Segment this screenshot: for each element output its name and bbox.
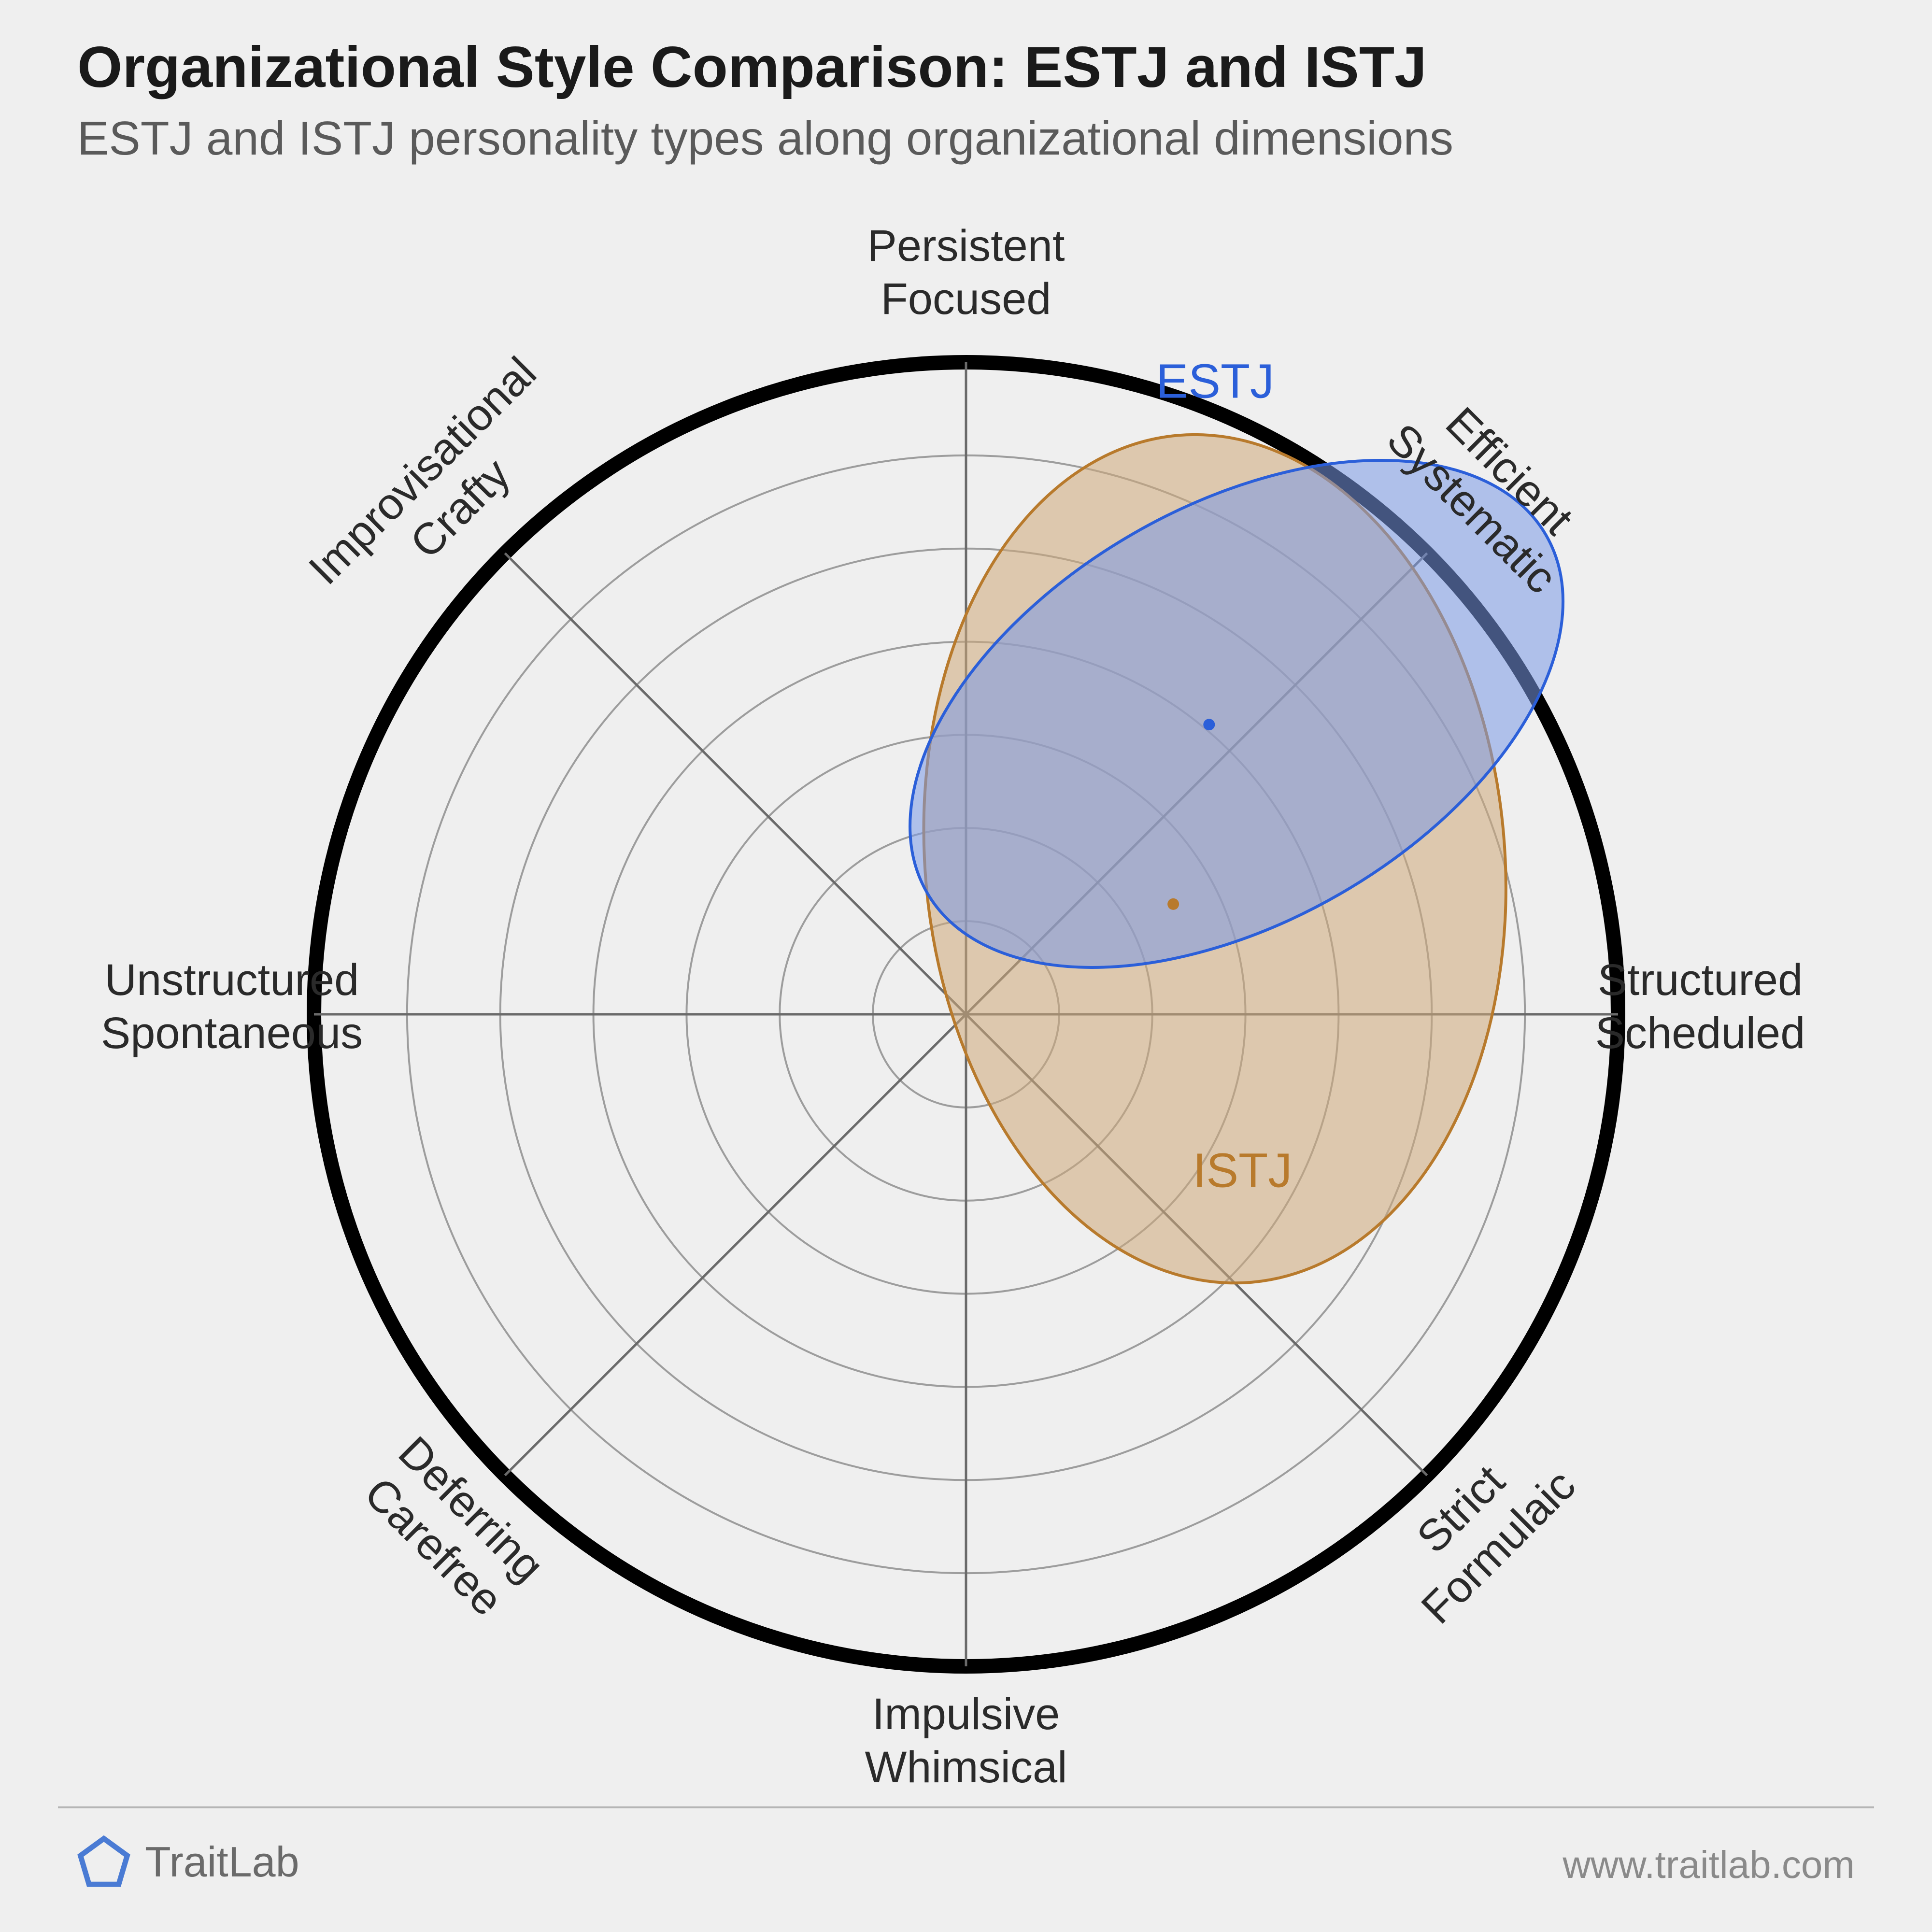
footer-url: www.traitlab.com <box>1563 1843 1855 1887</box>
axis-label: Structured <box>1598 955 1803 1005</box>
series-point-istj <box>1167 898 1179 910</box>
footer-brand: TraitLab <box>77 1835 299 1889</box>
series-label-istj: ISTJ <box>1193 1144 1293 1198</box>
grid-spoke <box>505 1014 966 1476</box>
series-point-estj <box>1203 719 1215 730</box>
axis-label: Unstructured <box>105 955 359 1005</box>
axis-label: Persistent <box>867 221 1065 270</box>
series-label-estj: ESTJ <box>1156 354 1274 408</box>
axis-label: Spontaneous <box>101 1009 363 1058</box>
axis-label: Focused <box>881 274 1051 324</box>
axis-label: Scheduled <box>1595 1009 1805 1058</box>
brand-name: TraitLab <box>145 1837 299 1887</box>
axis-label: Impulsive <box>872 1690 1060 1739</box>
axis-label: Whimsical <box>865 1743 1067 1792</box>
brand-pentagon-icon <box>77 1835 130 1889</box>
footer-divider <box>58 1806 1874 1808</box>
grid-spoke <box>505 553 966 1014</box>
radar-chart: PersistentFocusedEfficientSystematicStru… <box>0 0 1932 1932</box>
